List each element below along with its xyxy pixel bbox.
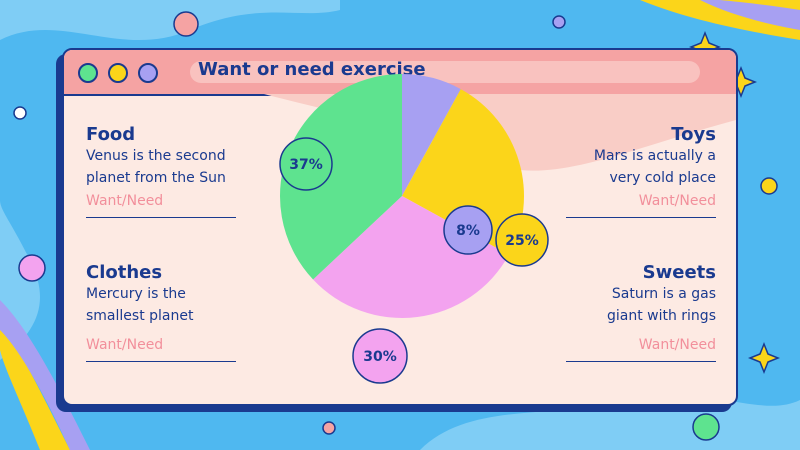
item-desc: Saturn is a gas giant with rings <box>606 286 716 324</box>
item-tag: Want/Need <box>638 193 716 209</box>
item-title: Clothes <box>86 262 163 283</box>
window-dot-purple[interactable] <box>138 63 158 83</box>
item-desc: Mercury is the smallest planet <box>86 286 194 324</box>
data-label-8: 8% <box>443 205 493 255</box>
item-title: Toys <box>671 124 716 145</box>
data-label-37: 37% <box>279 137 333 191</box>
window-dot-green[interactable] <box>78 63 98 83</box>
item-sweets: Sweets Saturn is a gas giant with rings … <box>516 262 716 362</box>
pie-chart: 8% 25% 30% 37% <box>279 74 549 384</box>
item-food: Food Venus is the second planet from the… <box>86 124 286 218</box>
item-title: Food <box>86 124 136 145</box>
pie-slice-37 <box>280 74 402 280</box>
data-label-30: 30% <box>352 328 408 384</box>
divider <box>86 361 236 362</box>
data-label-text: 37% <box>289 157 323 173</box>
data-label-25: 25% <box>495 213 549 267</box>
item-desc: Venus is the second planet from the Sun <box>86 148 226 186</box>
item-toys: Toys Mars is actually a very cold place … <box>516 124 716 218</box>
title-field: Want or need exercise <box>190 59 700 83</box>
item-tag: Want/Need <box>638 337 716 353</box>
title-bar: Want or need exercise <box>64 50 736 96</box>
data-label-text: 8% <box>456 223 480 239</box>
item-clothes: Clothes Mercury is the smallest planet W… <box>86 262 286 362</box>
data-label-text: 25% <box>505 233 539 249</box>
pie-slice-25 <box>402 89 524 255</box>
window-dot-yellow[interactable] <box>108 63 128 83</box>
pie-slice-30 <box>313 196 509 318</box>
browser-window: Want or need exercise Food Venus is the … <box>56 48 738 412</box>
divider <box>86 217 236 218</box>
item-desc: Mars is actually a very cold place <box>593 148 716 186</box>
page-title: Want or need exercise <box>198 59 426 80</box>
window-frame: Want or need exercise Food Venus is the … <box>62 48 738 406</box>
item-title: Sweets <box>642 262 716 283</box>
item-tag: Want/Need <box>86 193 164 209</box>
item-tag: Want/Need <box>86 337 164 353</box>
data-label-text: 30% <box>363 349 397 365</box>
divider <box>566 361 716 362</box>
pie-slice-8 <box>402 74 461 196</box>
divider <box>566 217 716 218</box>
